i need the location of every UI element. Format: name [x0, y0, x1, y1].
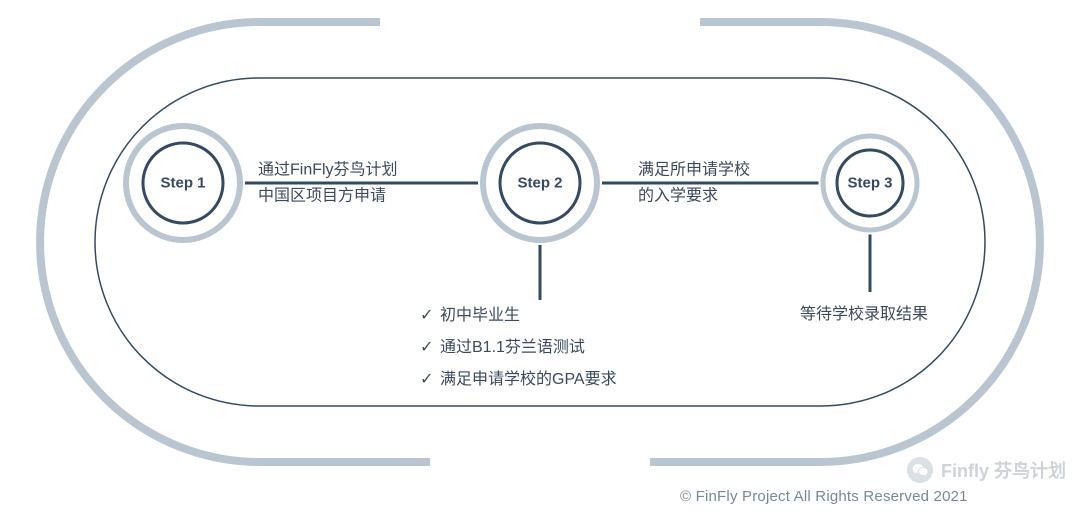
watermark-text: Finfly 芬鸟计划: [941, 457, 1066, 483]
connector-12-text: 通过FinFly芬鸟计划中国区项目方申请: [258, 157, 398, 208]
step1-label: Step 1: [160, 175, 205, 192]
step2-checklist: ✓初中毕业生✓通过B1.1芬兰语测试✓满足申请学校的GPA要求: [420, 300, 617, 396]
process-diagram: [0, 0, 1080, 515]
step3-note: 等待学校录取结果: [800, 300, 928, 324]
connector-23-text: 满足所申请学校的入学要求: [638, 157, 750, 208]
step3-label: Step 3: [847, 175, 892, 192]
step2-label: Step 2: [517, 175, 562, 192]
wechat-icon: [907, 457, 933, 483]
copyright-text: © FinFly Project All Rights Reserved 202…: [680, 488, 968, 505]
watermark: Finfly 芬鸟计划: [907, 457, 1066, 483]
